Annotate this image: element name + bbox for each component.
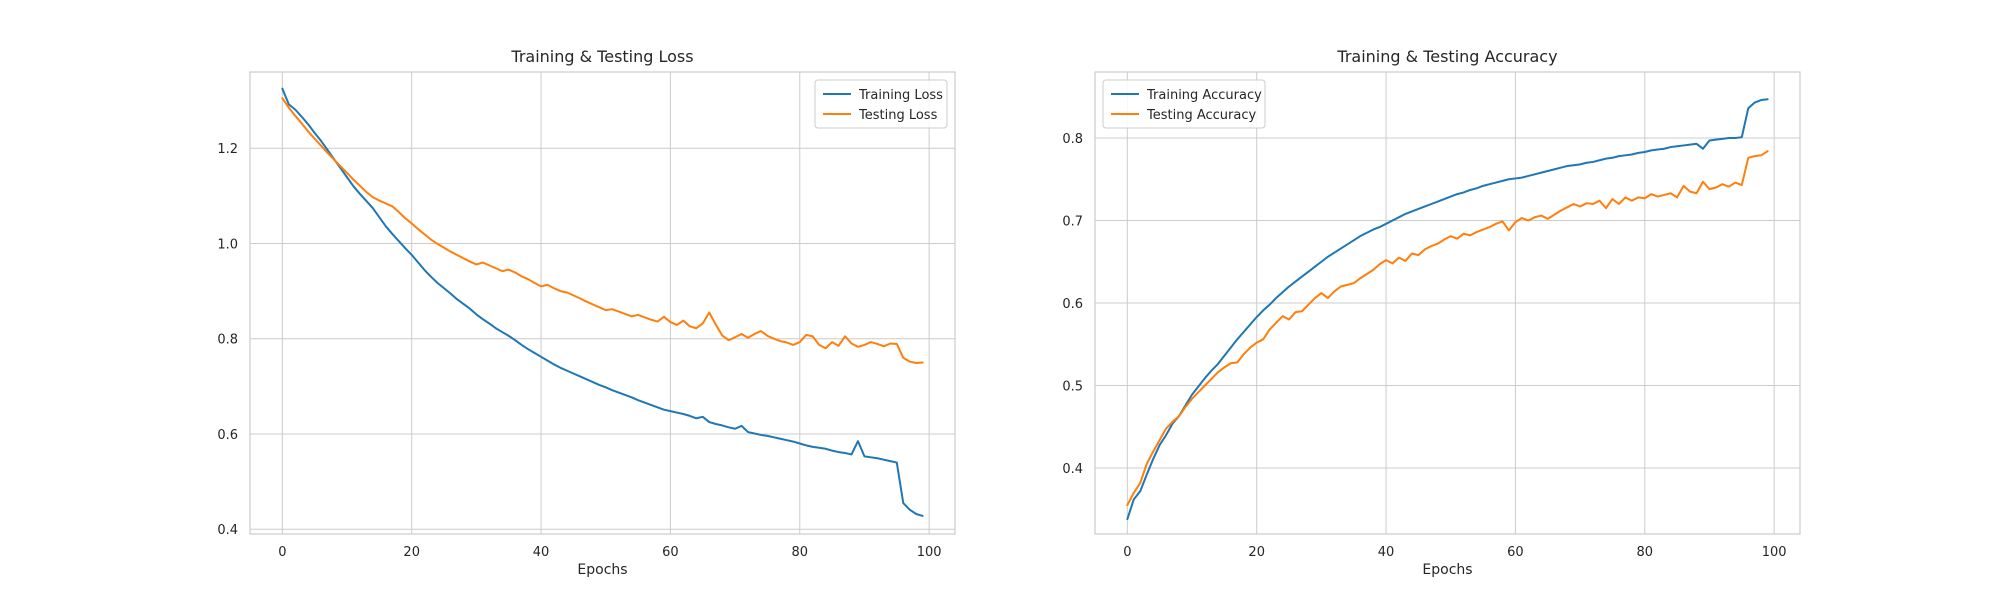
- x-tick-label: 0: [1123, 545, 1131, 560]
- y-tick-label: 0.6: [217, 428, 238, 443]
- x-tick-label: 60: [1507, 545, 1524, 560]
- x-tick-label: 80: [1636, 545, 1653, 560]
- y-tick-label: 1.2: [217, 142, 238, 157]
- accuracy-chart: 0 20 40 60 80 100 0.4 0.5 0.6 0.7 0.8 Training & Te…: [1062, 47, 1801, 578]
- series-line-testing-loss: [281, 97, 924, 365]
- chart-title: Training & Testing Accuracy: [1336, 47, 1557, 66]
- y-tick-label: 0.4: [1062, 462, 1083, 477]
- x-tick-label: 80: [791, 545, 808, 560]
- x-tick-label: 20: [403, 545, 420, 560]
- series-line-testing-accuracy: [1126, 150, 1769, 507]
- x-axis-label: Epochs: [1422, 562, 1472, 578]
- legend: Training Loss Testing Loss: [814, 79, 948, 129]
- series-line-training-loss: [281, 87, 924, 517]
- y-tick-label: 1.0: [217, 237, 238, 252]
- x-tick-label: 100: [917, 545, 942, 560]
- legend-label: Testing Accuracy: [1146, 108, 1256, 123]
- legend-box: [1102, 79, 1266, 129]
- axes-frame: [249, 71, 956, 535]
- x-tick-label: 100: [1762, 545, 1787, 560]
- axes-frame: [1094, 71, 1801, 535]
- x-tick-label: 40: [1378, 545, 1395, 560]
- legend-box: [814, 79, 948, 129]
- y-tick-label: 0.7: [1062, 215, 1083, 230]
- x-tick-label: 0: [278, 545, 286, 560]
- x-axis-label: Epochs: [577, 562, 627, 578]
- x-tick-label: 40: [533, 545, 550, 560]
- series-line-training-accuracy: [1126, 98, 1769, 521]
- legend-label: Training Loss: [858, 88, 943, 103]
- loss-chart: 0 20 40 60 80 100 0.4 0.6 0.8 1.0 1.2 Training & Te…: [217, 47, 956, 578]
- y-tick-label: 0.5: [1062, 380, 1083, 395]
- y-tick-label: 0.8: [1062, 132, 1083, 147]
- y-tick-label: 0.4: [217, 523, 238, 538]
- x-tick-label: 20: [1248, 545, 1265, 560]
- y-tick-label: 0.8: [217, 333, 238, 348]
- y-tick-label: 0.6: [1062, 297, 1083, 312]
- legend-label: Training Accuracy: [1146, 88, 1262, 103]
- legend-label: Testing Loss: [858, 108, 938, 123]
- x-tick-label: 60: [662, 545, 679, 560]
- plot-area: [250, 72, 955, 534]
- chart-title: Training & Testing Loss: [510, 47, 693, 66]
- legend: Training Accuracy Testing Accuracy: [1102, 79, 1266, 129]
